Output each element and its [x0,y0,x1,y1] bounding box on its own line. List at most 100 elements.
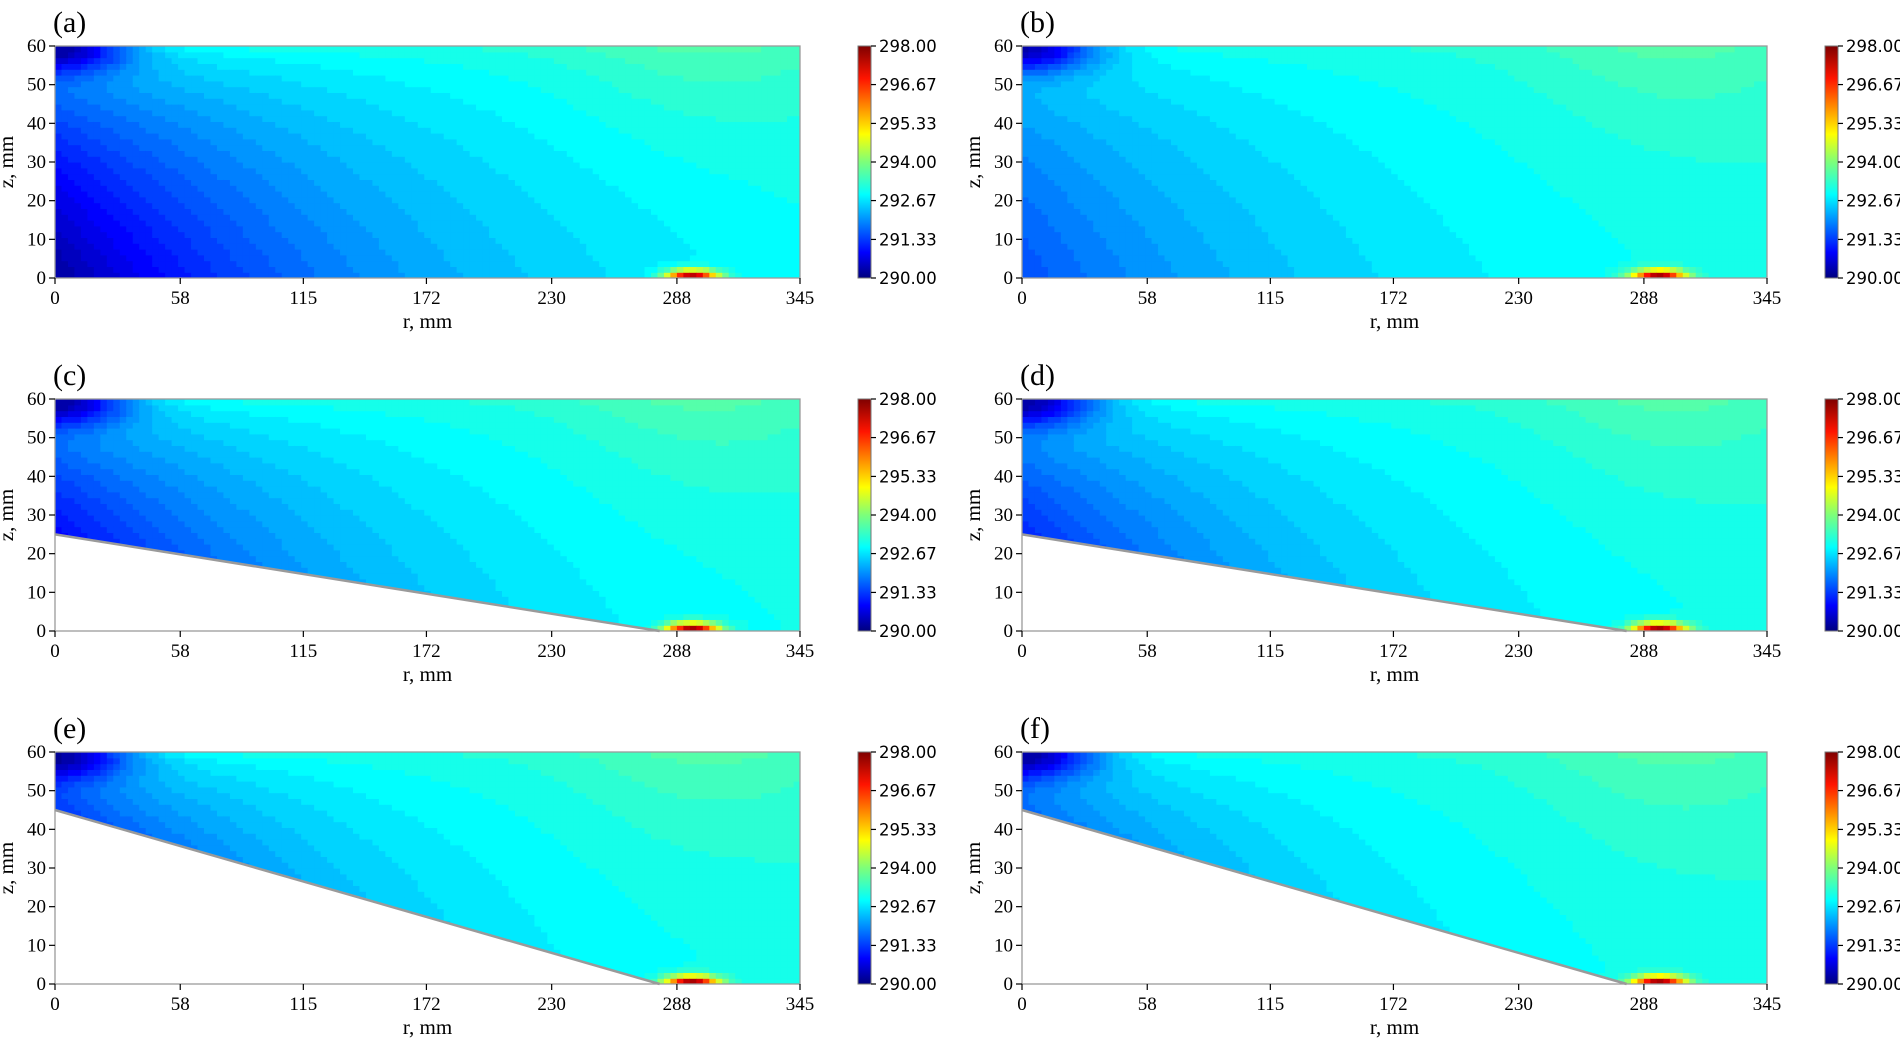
field-cell [1047,167,1055,175]
field-cell [787,138,795,146]
field-cell [728,272,736,278]
field-cell [210,115,218,122]
field-cell [683,115,691,122]
field-cell [74,57,82,64]
field-cell [236,57,244,64]
field-cell [715,173,723,180]
field-cell [1028,231,1036,238]
field-cell [774,127,782,134]
field-cell [1022,191,1030,198]
field-cell [236,156,244,163]
field-cell [605,272,613,278]
field-cell [1034,98,1043,105]
field-cell [702,191,710,198]
field-cell [450,138,458,146]
field-cell [514,127,523,134]
field-cell [599,237,607,244]
field-cell [262,75,270,82]
field-cell [372,162,380,169]
field-cell [229,144,237,151]
field-cell [404,162,412,169]
field-cell [663,75,672,82]
field-cell [249,104,257,111]
field-cell [748,80,756,88]
field-cell [236,80,244,88]
field-cell [132,75,140,82]
field-cell [372,196,380,204]
field-cell [145,150,153,157]
field-cell [495,109,503,117]
field-cell [456,191,464,198]
field-cell [80,173,88,180]
field-cell [566,98,574,105]
field-cell [359,202,367,209]
field-cell [547,243,555,250]
field-cell [482,75,490,82]
field-cell [702,69,710,76]
field-cell [424,249,432,256]
field-cell [599,202,607,209]
field-cell [644,51,652,59]
field-cell [527,173,535,180]
field-cell [456,75,464,82]
field-cell [663,249,672,256]
field-cell [365,109,374,117]
field-cell [476,133,484,140]
field-cell [249,191,257,198]
field-cell [301,115,309,122]
field-cell [223,121,231,128]
field-cell [327,133,335,140]
field-cell [165,173,173,180]
field-cell [307,104,315,111]
field-cell [508,196,516,204]
field-cell [132,231,140,238]
field-cell [178,75,186,82]
field-cell [191,254,199,262]
field-cell [612,191,620,198]
field-cell [508,249,516,256]
field-cell [728,63,736,70]
field-cell [204,150,212,157]
field-cell [255,272,263,278]
field-cell [391,144,399,151]
field-cell [404,220,412,227]
field-cell [702,231,710,238]
field-cell [301,46,309,53]
field-cell [560,92,568,99]
field-cell [566,185,574,192]
field-cell [139,272,147,278]
field-cell [327,225,335,233]
field-cell [709,98,717,105]
field-cell [605,150,613,157]
field-cell [288,243,296,250]
field-cell [106,104,114,111]
field-cell [469,80,477,88]
field-cell [333,173,341,180]
field-cell [171,214,179,221]
field-cell [294,57,302,64]
field-cell [761,57,769,64]
field-cell [651,162,659,169]
field-cell [126,272,134,278]
field-cell [353,214,361,221]
field-cell [754,185,762,192]
field-cell [450,63,458,70]
field-cell [391,51,399,59]
field-cell [625,109,633,117]
field-cell [229,98,237,105]
field-cell [106,249,114,256]
field-cell [255,260,263,267]
field-cell [158,243,166,250]
field-cell [741,202,749,209]
field-cell [1034,80,1043,88]
field-cell [171,156,179,163]
field-cell [184,104,192,111]
field-cell [178,179,186,186]
field-cell [651,57,659,64]
field-cell [1022,121,1030,128]
field-cell [1022,260,1030,267]
field-cell [236,272,244,278]
field-cell [638,150,646,157]
field-cell [502,272,510,278]
field-cell [242,144,250,151]
